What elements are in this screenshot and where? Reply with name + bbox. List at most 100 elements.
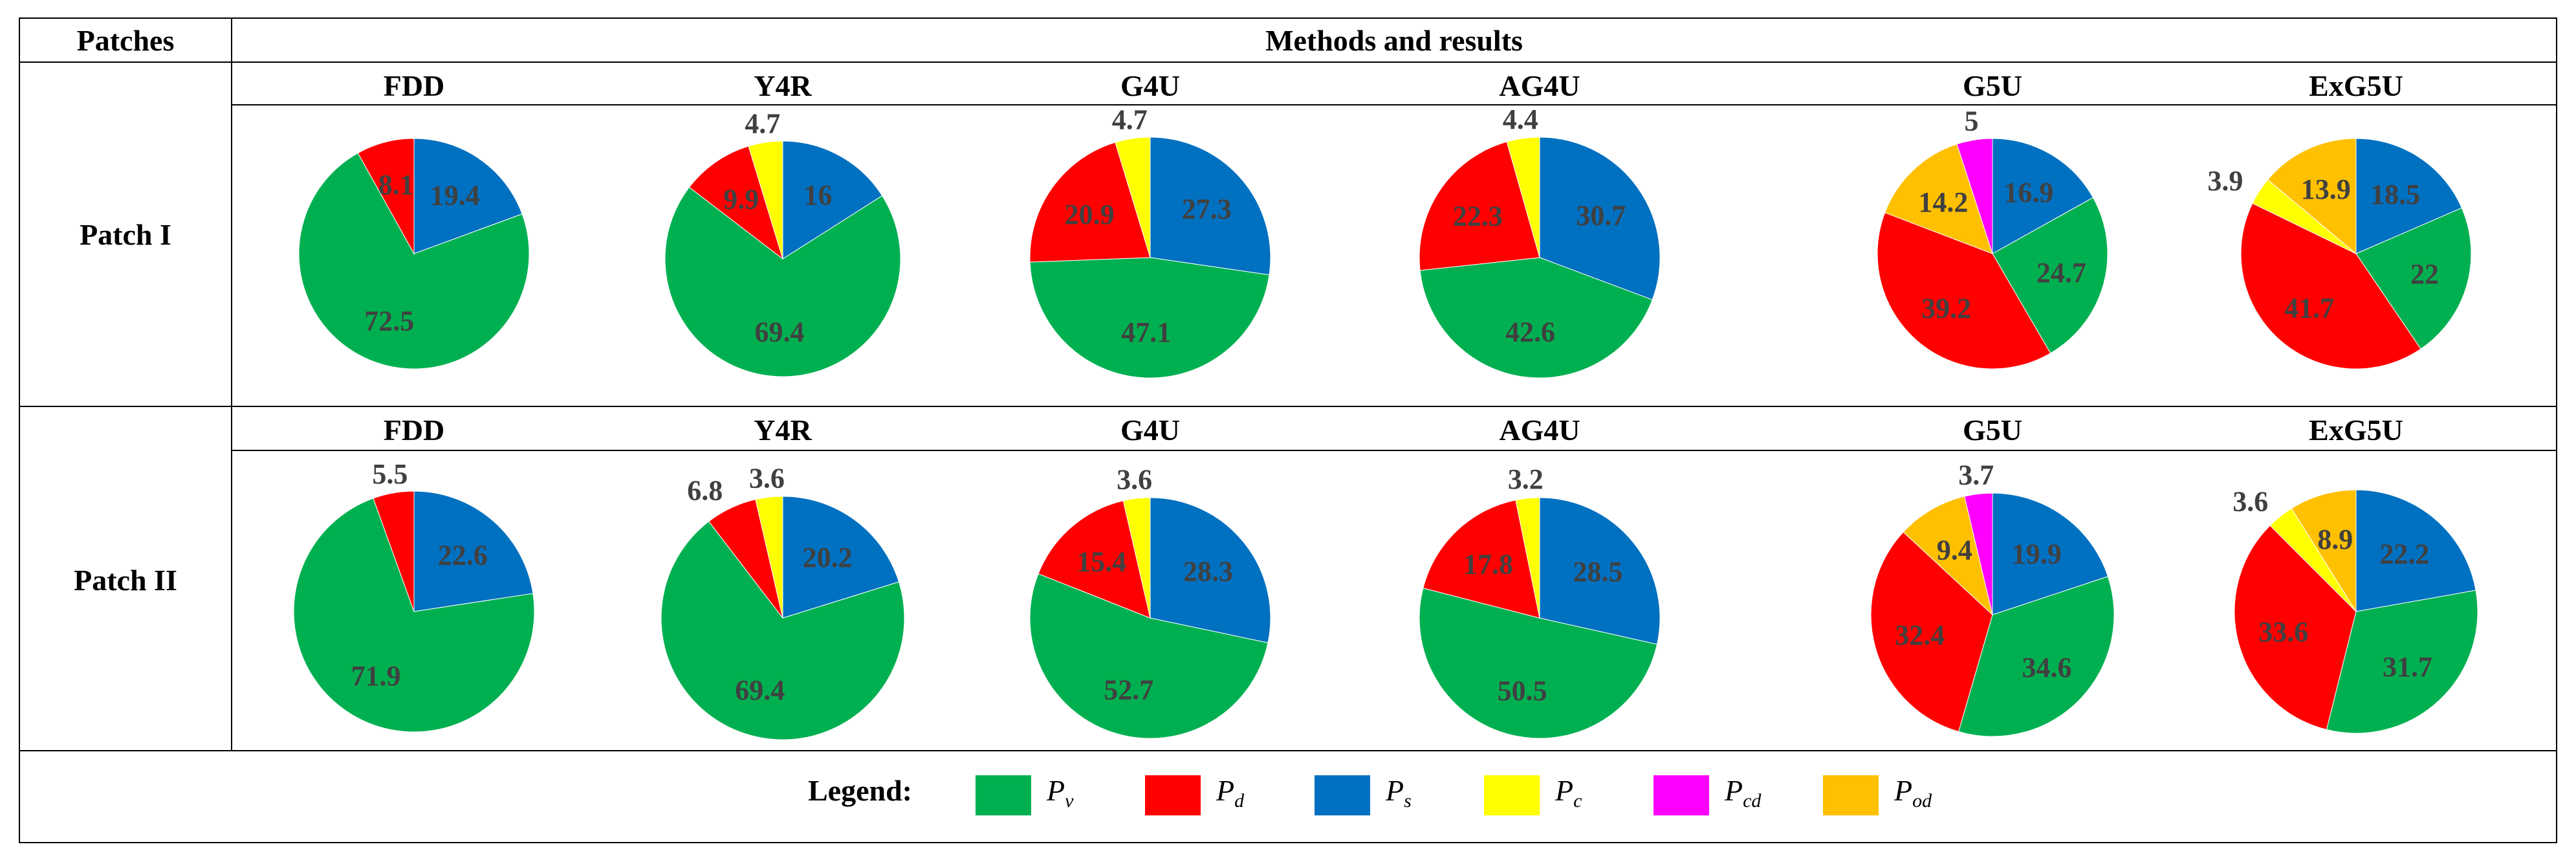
pie-data-label: 72.5 (364, 305, 414, 337)
pie-data-label: 28.5 (1573, 556, 1623, 588)
pie-slice-pv (1029, 257, 1270, 379)
pie-slice-ps (413, 491, 534, 612)
pie-slice-pd (2240, 203, 2421, 370)
pie-slice-ps (1539, 497, 1661, 645)
pie-data-label: 39.2 (1921, 293, 1971, 324)
pie-slice-pc (1506, 137, 1540, 258)
pie-slice-pd (1423, 500, 1540, 619)
pie-data-label: 20.9 (1065, 199, 1115, 230)
pie-slice-ps (1150, 137, 1271, 276)
method-title: FDD (384, 69, 445, 102)
method-title: AG4U (1499, 69, 1580, 102)
pie-slice-pod (2291, 489, 2357, 613)
pie-data-label: 19.4 (430, 180, 480, 212)
method-title: AG4U (1499, 414, 1580, 447)
pie-data-label: 33.6 (2258, 616, 2308, 648)
legend-swatch-ps (1315, 775, 1370, 815)
pie-slice-pv (2326, 590, 2478, 734)
legend-swatch-pd (1145, 775, 1201, 815)
pie-slice-pcd (1956, 138, 1993, 254)
pie-data-label: 8.9 (2317, 524, 2353, 555)
legend-swatch-pv (976, 775, 1031, 815)
row-label-patch-1: Patch I (80, 218, 171, 251)
legend-label-pd: Pd (1216, 774, 1245, 812)
pie-data-label: 34.6 (2022, 652, 2072, 683)
pie-data-label: 20.2 (803, 542, 853, 573)
pie-slice-pv (298, 152, 530, 370)
pie-data-label: 19.9 (2012, 538, 2062, 570)
legend: Legend: Pv Pd Ps Pc Pcd Pod (808, 774, 1932, 815)
method-title: FDD (384, 414, 445, 447)
pie-slice-ps (413, 138, 523, 254)
method-title: Y4R (754, 414, 812, 447)
pie-slice-pv (1419, 588, 1658, 739)
pie-slice-pd (1870, 531, 1993, 733)
method-title: Y4R (754, 69, 812, 102)
pie-data-label: 22.3 (1453, 201, 1503, 232)
pie-data-label: 3.7 (1958, 459, 1994, 491)
pie-data-label: 3.6 (1117, 463, 1152, 495)
pie-data-label: 5.5 (372, 458, 408, 490)
pie-slice-pv (1029, 573, 1269, 739)
pie-data-label: 16 (803, 179, 832, 211)
legend-label-pcd: Pcd (1724, 774, 1762, 812)
pie-slice-pcd (1964, 492, 1993, 615)
pie-slice-pc (1122, 497, 1151, 619)
pie-slice-ps (2355, 138, 2463, 254)
pie-slice-pv (664, 186, 901, 377)
pie-data-label: 8.1 (378, 169, 414, 201)
pie-data-label: 22.2 (2379, 538, 2429, 570)
pie-slice-pd (2234, 525, 2357, 730)
pie-data-label: 50.5 (1498, 675, 1547, 707)
legend-swatch-pcd (1654, 775, 1709, 815)
pie-slice-pc (1115, 137, 1151, 258)
pie-data-label: 52.7 (1104, 674, 1153, 705)
pie-slice-pv (293, 498, 535, 733)
pie-data-label: 3.6 (2232, 485, 2268, 517)
pie-slice-pd (357, 138, 415, 255)
pie-slice-pd (1419, 141, 1540, 271)
pie-slice-pv (2355, 207, 2472, 349)
legend-swatch-pc (1484, 775, 1540, 815)
pie-slice-pd (1029, 142, 1151, 263)
pie-slice-pd (688, 146, 783, 260)
pie-slice-pod (1903, 496, 1993, 616)
legend-label-pv: Pv (1046, 774, 1074, 812)
pie-data-label: 9.4 (1937, 534, 1972, 566)
legend-label-ps: Ps (1385, 774, 1412, 812)
pie-slice-ps (1992, 492, 2109, 615)
pie-charts: 19.4 72.5 8.1 16 69.4 9.9 4.7 27.3 47.1 20.9 4.7 30… (293, 104, 2478, 740)
pie-slice-ps (1150, 497, 1271, 643)
pie-slice-pod (2267, 138, 2357, 255)
pie-slice-pv (1419, 257, 1653, 379)
pie-data-label: 32.4 (1895, 619, 1945, 651)
patches-header: Patches (77, 24, 175, 57)
pie-data-label: 3.9 (2207, 165, 2243, 197)
pie-slice-ps (1539, 137, 1661, 300)
legend-title: Legend: (808, 774, 912, 807)
pie-data-label: 17.8 (1463, 548, 1513, 580)
method-title: G5U (1963, 69, 2022, 102)
method-title: G4U (1120, 414, 1180, 447)
pie-data-label: 4.4 (1503, 104, 1538, 135)
methods-header: Methods and results (1265, 24, 1523, 57)
pie-data-label: 69.4 (735, 674, 785, 706)
pie-data-label: 4.7 (745, 107, 780, 139)
pie-data-label: 24.7 (2036, 257, 2086, 289)
pie-data-label: 15.4 (1076, 546, 1126, 578)
pie-slice-pd (1877, 212, 2051, 370)
pie-data-label: 47.1 (1121, 316, 1171, 348)
pie-data-label: 9.9 (723, 183, 759, 215)
pie-slice-pc (748, 140, 783, 260)
pie-slice-pv (1958, 576, 2115, 737)
pie-slice-ps (1992, 138, 2094, 254)
pie-data-label: 28.3 (1183, 555, 1233, 587)
legend-label-pc: Pc (1555, 774, 1582, 812)
pie-data-label: 3.2 (1508, 463, 1544, 495)
pie-data-label: 69.4 (755, 316, 805, 348)
method-title: ExG5U (2309, 69, 2403, 102)
pie-slice-pc (1515, 497, 1540, 619)
method-title: G4U (1120, 69, 1180, 102)
pie-slice-pd (1038, 500, 1151, 619)
